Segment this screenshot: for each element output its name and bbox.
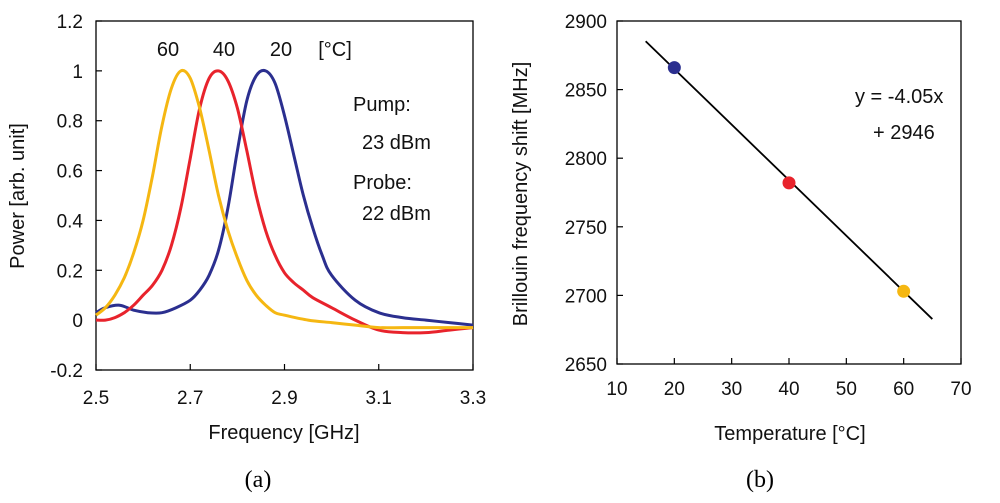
x-tick-label: 2.5: [83, 388, 109, 409]
curve-label-40: 40: [213, 39, 235, 61]
panel-b-y-axis-label: Brillouin frequency shift [MHz]: [510, 62, 532, 327]
x-tick-label: 2.9: [271, 388, 297, 409]
x-tick-label: 70: [950, 379, 971, 400]
y-tick-label: 2700: [565, 286, 607, 307]
y-tick-label: 0.6: [57, 162, 83, 183]
y-tick-label: 2850: [565, 81, 607, 102]
x-tick-label: 40: [778, 379, 799, 400]
x-tick-label: 20: [664, 379, 685, 400]
data-point-40c: [782, 176, 796, 190]
y-tick-label: 2650: [565, 355, 607, 376]
data-point-60c: [897, 284, 911, 298]
fit-equation-line-2: + 2946: [873, 122, 935, 144]
x-tick-label: 3.3: [460, 388, 486, 409]
panel-b-y-ticks: 2650 2700 2750 2800 2850 2900: [565, 12, 623, 376]
plot-b-frame: [616, 20, 962, 365]
probe-label: Probe:: [353, 172, 412, 194]
panel-a-power-spectrum: -0.2 0 0.2 0.4 0.6 0.8 1 1.2 2.5 2.7 2.9 3.1 3.3 Fr…: [7, 12, 486, 493]
pump-label: Pump:: [353, 94, 411, 116]
panel-b-points: [667, 61, 911, 298]
x-tick-label: 60: [893, 379, 914, 400]
y-tick-label: 1.2: [57, 12, 83, 33]
pump-power-value: 23 dBm: [362, 132, 431, 154]
panel-a-y-axis-label: Power [arb. unit]: [7, 123, 29, 269]
series-line-60c: [95, 68, 473, 330]
y-tick-label: 0.4: [57, 211, 84, 232]
y-tick-label: 1: [72, 62, 83, 83]
curve-unit-label: [°C]: [318, 39, 352, 61]
panel-b-caption: (b): [746, 467, 774, 493]
y-tick-label: 0.8: [57, 112, 83, 133]
series-line-20c: [95, 68, 474, 327]
x-tick-label: 50: [836, 379, 857, 400]
panel-a-caption: (a): [245, 467, 272, 493]
fit-equation-line-1: y = -4.05x: [855, 86, 943, 108]
x-tick-label: 2.7: [177, 388, 203, 409]
data-point-20c: [667, 61, 681, 75]
panel-b-x-axis-label: Temperature [°C]: [714, 423, 865, 445]
y-tick-label: -0.2: [50, 361, 83, 382]
curve-label-20: 20: [270, 39, 292, 61]
panel-a-x-axis-label: Frequency [GHz]: [208, 422, 359, 444]
panel-a-x-ticks: 2.5 2.7 2.9 3.1 3.3: [83, 364, 486, 409]
panel-b-x-ticks: 10 20 30 40 50 60 70: [606, 358, 972, 400]
x-tick-label: 3.1: [366, 388, 392, 409]
panel-a-series: [95, 68, 474, 335]
y-tick-label: 0: [72, 311, 83, 332]
probe-power-value: 22 dBm: [362, 203, 431, 225]
y-tick-label: 2750: [565, 218, 607, 239]
y-tick-label: 2800: [565, 149, 607, 170]
x-tick-label: 30: [721, 379, 742, 400]
y-tick-label: 0.2: [57, 261, 83, 282]
x-tick-label: 10: [606, 379, 627, 400]
y-tick-label: 2900: [565, 12, 607, 33]
series-line-40c: [95, 69, 474, 335]
curve-label-60: 60: [157, 39, 179, 61]
panel-a-y-ticks: -0.2 0 0.2 0.4 0.6 0.8 1 1.2: [50, 12, 102, 382]
plot-a-frame: [95, 20, 474, 371]
